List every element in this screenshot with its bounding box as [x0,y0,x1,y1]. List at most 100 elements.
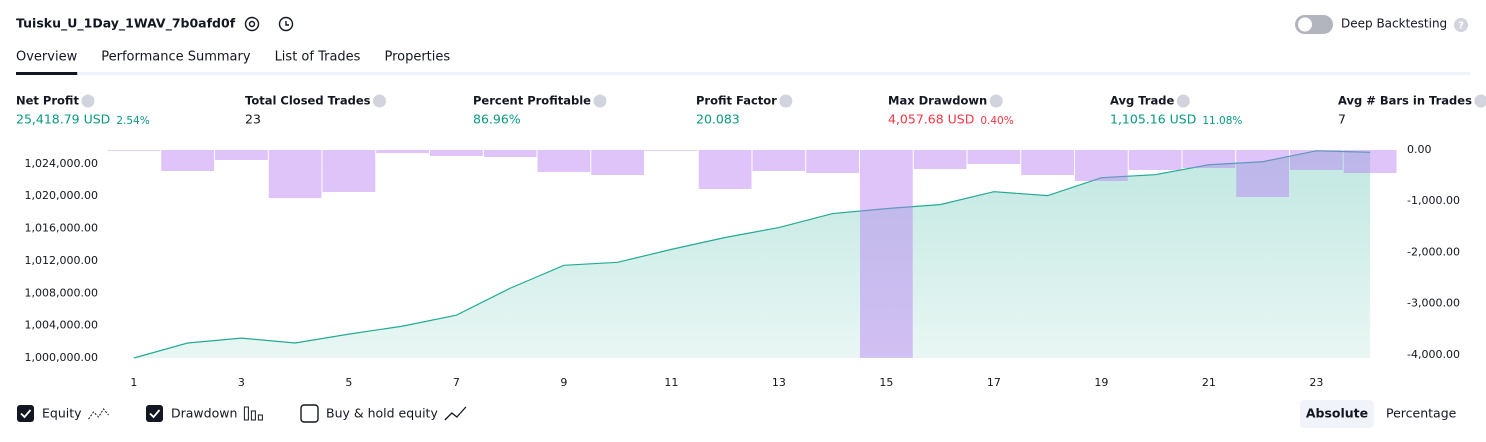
y-tick-label: 1,024,000.00 [25,157,98,170]
y2-tick-label: -3,000.00 [1407,297,1460,310]
drawdown-bar [967,150,1021,164]
metric-percent: 0.40% [980,115,1013,127]
equity-legend-icon [88,408,109,420]
drawdown-bar [860,150,913,358]
info-icon[interactable] [593,94,607,108]
legend-label[interactable]: Buy & hold equity [326,406,438,421]
drawdown-bar [645,150,698,151]
drawdown-bar [1182,150,1236,168]
y-tick-label: 1,012,000.00 [25,254,98,267]
metric-label: Profit Factor [696,94,777,108]
drawdown-bar [537,150,591,173]
x-tick-label: 1 [130,376,137,389]
drawdown-bar [1021,150,1074,176]
metric-value: 25,418.79 USD [16,112,110,127]
drawdown-bar [1343,150,1397,174]
metric-value: 86.96% [473,112,521,127]
metric-value: 7 [1338,112,1346,127]
svg-text:?: ? [1458,21,1464,32]
view-mode-button[interactable]: Percentage [1386,406,1457,421]
metric-value: 20.083 [696,112,740,127]
y2-tick-label: 0.00 [1407,143,1432,156]
equity-line [133,150,1371,359]
metric-label: Total Closed Trades [245,94,371,108]
y2-tick-label: -4,000.00 [1407,348,1460,361]
drawdown-bar [483,150,537,158]
settings-icon[interactable] [244,16,260,32]
info-icon[interactable] [372,94,386,108]
drawdown-bar [913,150,967,170]
strategy-title: Tuisku_U_1Day_1WAV_7b0afd0f [16,16,236,32]
x-tick-label: 15 [879,376,893,389]
drawdown-legend-icon [243,406,263,421]
y2-tick-label: -2,000.00 [1407,245,1460,258]
drawdown-bar [1236,150,1289,197]
deep-backtesting-toggle[interactable] [1295,15,1333,34]
info-icon[interactable] [1176,94,1190,108]
x-tick-label: 9 [560,376,567,389]
metric-value: 23 [245,112,261,127]
x-tick-label: 11 [664,376,678,389]
y-tick-label: 1,004,000.00 [25,319,98,332]
tab-separator [16,72,1470,75]
metric-percent: 2.54% [116,115,149,127]
metric-label: Avg # Bars in Trades [1338,94,1472,108]
x-tick-label: 5 [345,376,352,389]
metric-label: Avg Trade [1110,94,1174,108]
checkmark [149,409,161,419]
alert-icon[interactable] [278,16,294,32]
help-icon[interactable]: ? [1454,18,1468,32]
x-tick-label: 17 [987,376,1001,389]
legend-label[interactable]: Drawdown [171,406,237,421]
checkbox[interactable] [300,404,319,423]
drawdown-bar [1290,150,1343,170]
view-mode-button[interactable]: Absolute [1306,406,1368,421]
buyhold-legend-icon [444,406,467,421]
drawdown-bar [215,150,268,160]
x-tick-label: 3 [238,376,245,389]
active-tab-underline [16,72,78,75]
metric-value: 4,057.68 USD [888,112,974,127]
drawdown-bar [376,150,429,154]
tab[interactable]: Overview [16,50,78,65]
metric-label: Percent Profitable [473,94,591,108]
info-icon[interactable] [1474,94,1486,108]
x-tick-label: 19 [1094,376,1108,389]
x-tick-label: 13 [772,376,786,389]
drawdown-bar [1075,150,1128,181]
equity-area [133,150,1371,358]
y2-tick-label: -1,000.00 [1407,194,1460,207]
drawdown-bar [1128,150,1182,170]
x-tick-label: 21 [1202,376,1216,389]
drawdown-bar [268,150,322,199]
checkbox[interactable] [146,405,163,422]
x-tick-label: 23 [1309,376,1323,389]
metric-label: Net Profit [16,94,79,108]
y-tick-label: 1,000,000.00 [25,351,98,364]
deep-backtesting-label: Deep Backtesting [1341,17,1447,31]
legend-label[interactable]: Equity [42,406,82,421]
info-icon[interactable] [81,94,95,108]
drawdown-bar [322,150,376,193]
y-tick-label: 1,008,000.00 [25,286,98,299]
metric-percent: 11.08% [1202,115,1242,127]
info-icon[interactable] [989,94,1003,108]
drawdown-bar [430,150,483,156]
checkbox[interactable] [17,405,34,422]
drawdown-bar [698,150,752,189]
drawdown-bar [752,150,806,172]
drawdown-bar [591,150,644,176]
y-tick-label: 1,020,000.00 [25,189,98,202]
metric-label: Max Drawdown [888,94,987,108]
tab[interactable]: Properties [384,50,450,65]
tab[interactable]: List of Trades [275,50,361,65]
metric-value: 1,105.16 USD [1110,112,1196,127]
info-icon[interactable] [779,94,793,108]
tab[interactable]: Performance Summary [101,50,251,65]
checkmark [20,409,32,419]
drawdown-bar [806,150,859,174]
y-tick-label: 1,016,000.00 [25,222,98,235]
drawdown-bar [107,150,161,151]
